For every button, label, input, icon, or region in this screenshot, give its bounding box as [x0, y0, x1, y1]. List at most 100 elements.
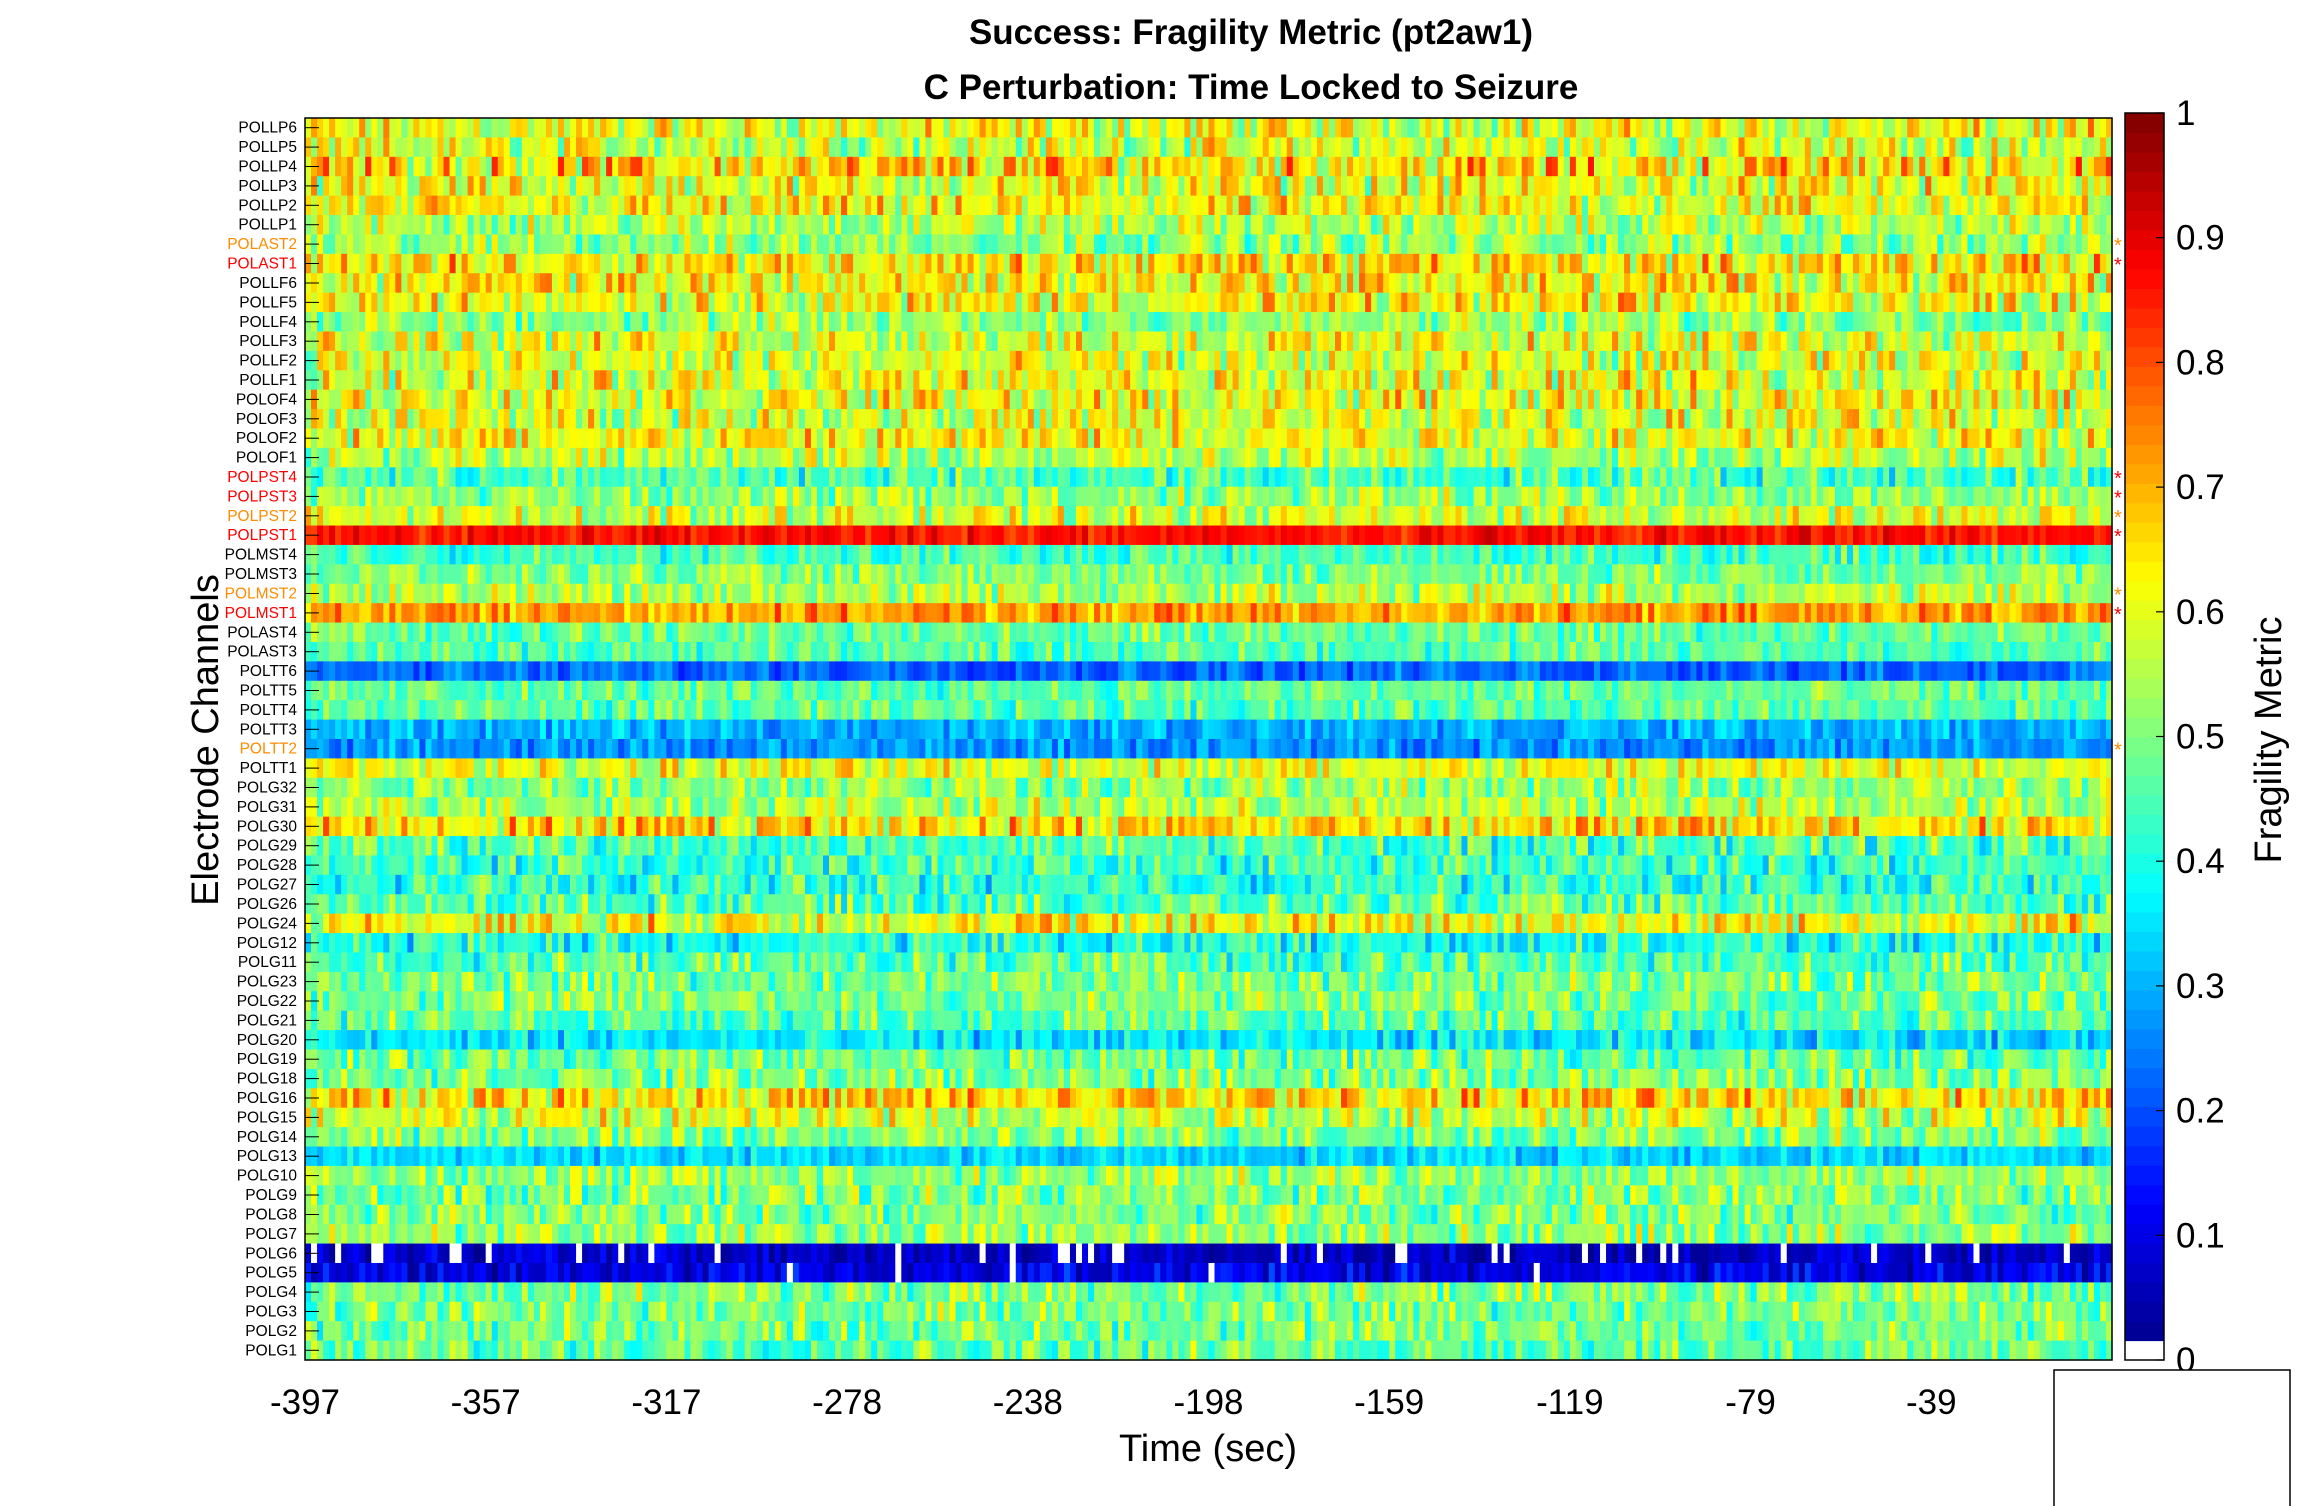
x-tick-label: -278 [812, 1383, 882, 1422]
channel-label: POLLF6 [239, 275, 297, 292]
colorbar-segment [2125, 698, 2164, 718]
channel-label: POLG2 [245, 1323, 297, 1340]
colorbar-segment [2125, 561, 2164, 581]
heatmap-row-POLG9 [305, 1185, 2113, 1205]
heatmap-row-POLPST1 [305, 526, 2113, 546]
heatmap-row-POLG13 [305, 1147, 2113, 1167]
heatmap-row-POLG32 [305, 778, 2113, 798]
channel-label: POLG9 [245, 1187, 297, 1204]
heatmap-row-POLLF4 [305, 312, 2113, 332]
heatmap-row-POLG11 [305, 952, 2113, 972]
heatmap-row-POLTT3 [305, 720, 2113, 740]
heatmap-row-POLG16 [305, 1088, 2113, 1108]
colorbar-segment [2125, 444, 2164, 464]
heatmap-row-POLG7 [305, 1224, 2113, 1244]
colorbar-tick-label: 0.4 [2176, 842, 2225, 881]
channel-label: POLG21 [237, 1012, 297, 1029]
channel-label: POLG29 [237, 838, 297, 855]
heatmap-row-POLPST3 [305, 487, 2113, 507]
colorbar-segment [2125, 1224, 2164, 1244]
heatmap-row-POLTT5 [305, 681, 2113, 701]
x-tick-label: -357 [451, 1383, 521, 1422]
heatmap-row-POLLP2 [305, 196, 2113, 216]
channel-label: POLG5 [245, 1265, 297, 1282]
channel-label: POLLF1 [239, 372, 297, 389]
colorbar-segment [2125, 814, 2164, 834]
colorbar-segment [2125, 639, 2164, 659]
heatmap-row-POLLP5 [305, 137, 2113, 157]
channel-marker: * [2114, 604, 2122, 626]
channel-marker: * [2114, 255, 2122, 277]
colorbar-segment [2125, 464, 2164, 484]
channel-label: POLG30 [237, 818, 298, 835]
heatmap-row-POLG20 [305, 1030, 2113, 1050]
y-axis-label: Electrode Channels [185, 574, 227, 906]
x-axis-label: Time (sec) [1119, 1428, 1297, 1470]
colorbar-segment [2125, 775, 2164, 795]
heatmap-row-POLOF4 [305, 390, 2113, 410]
channel-label: POLG19 [237, 1051, 297, 1068]
colorbar-segment [2125, 288, 2164, 308]
colorbar-segment [2125, 1146, 2164, 1166]
colorbar-segment [2125, 1185, 2164, 1205]
channel-label: POLG10 [237, 1168, 298, 1185]
heatmap-row-POLG19 [305, 1050, 2113, 1070]
colorbar-segment [2125, 951, 2164, 971]
colorbar-segment [2125, 892, 2164, 912]
channel-label: POLTT1 [240, 760, 297, 777]
colorbar-segment [2125, 1302, 2164, 1322]
colorbar-segment [2125, 366, 2164, 386]
heatmap-row-POLLP4 [305, 157, 2113, 177]
channel-label: POLLP2 [238, 197, 297, 214]
colorbar-segment [2125, 386, 2164, 406]
channel-label: POLG20 [237, 1032, 298, 1049]
heatmap-row-POLG5 [305, 1263, 2113, 1283]
colorbar-segment [2125, 1321, 2164, 1341]
x-tick-labels: -397 -357 -317 -278 -238 -198 -159 -119 -79 -39 [270, 1383, 1957, 1422]
channel-label: POLG13 [237, 1148, 297, 1165]
colorbar-segment [2125, 152, 2164, 172]
chart-subtitle: C Perturbation: Time Locked to Seizure [924, 68, 1579, 107]
chart-title: Success: Fragility Metric (pt2aw1) [969, 13, 1533, 52]
colorbar-segment [2125, 230, 2164, 250]
heatmap-row-POLMST4 [305, 545, 2113, 565]
heatmap-row-POLOF2 [305, 429, 2113, 449]
channel-label: POLG11 [238, 954, 297, 971]
heatmap-row-POLTT1 [305, 758, 2113, 778]
heatmap-row-POLG10 [305, 1166, 2113, 1186]
colorbar-segment [2125, 327, 2164, 347]
heatmap-row-POLG28 [305, 855, 2113, 875]
heatmap-row-POLLP1 [305, 215, 2113, 235]
x-tick-label: -238 [993, 1383, 1063, 1422]
colorbar-segment [2125, 756, 2164, 776]
channel-label: POLLF3 [239, 333, 297, 350]
colorbar-tick-label: 1 [2176, 94, 2195, 133]
heatmap-row-POLG12 [305, 933, 2113, 953]
channel-label: POLG4 [245, 1284, 297, 1301]
heatmap-row-POLLP6 [305, 118, 2113, 138]
channel-label: POLMST4 [225, 547, 298, 564]
colorbar-tick-label: 0.1 [2176, 1216, 2225, 1255]
colorbar-segment [2125, 308, 2164, 328]
colorbar-segment [2125, 912, 2164, 932]
heatmap-row-POLG24 [305, 914, 2113, 934]
heatmap-row-POLAST2 [305, 234, 2113, 254]
colorbar-segment [2125, 717, 2164, 737]
heatmap-row-POLTT6 [305, 661, 2113, 681]
colorbar-segment [2125, 659, 2164, 679]
colorbar-segment [2125, 113, 2164, 133]
channel-label: POLMST1 [225, 605, 297, 622]
channel-label: POLTT4 [240, 702, 298, 719]
channel-label: POLLP3 [238, 178, 297, 195]
colorbar-tick-label: 0.9 [2176, 219, 2225, 258]
colorbar-segment [2125, 931, 2164, 951]
channel-label: POLTT2 [240, 741, 297, 758]
colorbar-segment [2125, 1165, 2164, 1185]
colorbar-segment [2125, 1107, 2164, 1127]
channel-label: POLAST3 [227, 644, 297, 661]
colorbar-segment [2125, 678, 2164, 698]
heatmap-row-POLG15 [305, 1108, 2113, 1128]
heatmap-row-POLLF6 [305, 273, 2113, 293]
channel-label: POLG12 [237, 935, 297, 952]
x-tick-label: -198 [1173, 1383, 1243, 1422]
